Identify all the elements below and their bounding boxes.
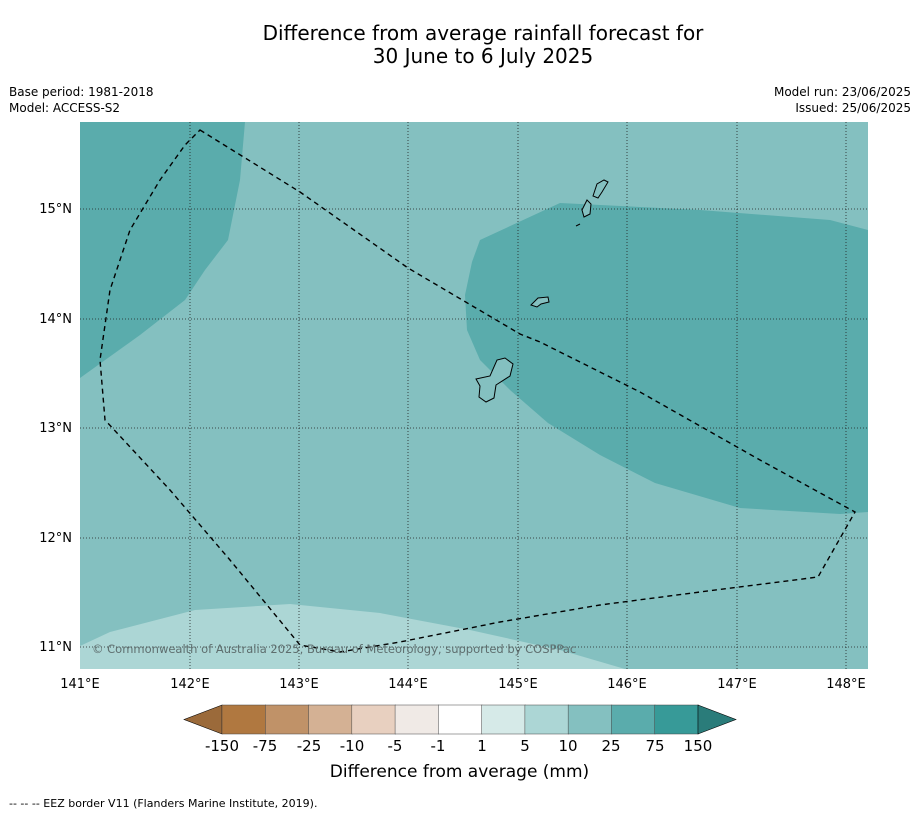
issued-date: Issued: 25/06/2025: [795, 101, 911, 115]
lon-label-141: 141°E: [60, 677, 100, 692]
title-line-1: Difference from average rainfall forecas…: [262, 21, 704, 45]
lat-label-14: 14°N: [39, 312, 72, 327]
latitude-labels: 15°N 14°N 13°N 12°N 11°N: [39, 202, 72, 655]
lon-label-142: 142°E: [170, 677, 210, 692]
colorbar-label: 1: [477, 737, 487, 755]
colorbar-extend-low: [183, 704, 223, 735]
colorbar-label: -75: [252, 737, 278, 755]
lon-label-146: 146°E: [607, 677, 647, 692]
lon-label-147: 147°E: [717, 677, 757, 692]
colorbar-segment: [567, 704, 613, 735]
colorbar-segment: [654, 704, 699, 735]
longitude-labels: 141°E 142°E 143°E 144°E 145°E 146°E 147°…: [60, 677, 866, 692]
eez-border: [99, 129, 856, 653]
island-guam: [475, 357, 514, 403]
colorbar-label: -25: [296, 737, 322, 755]
colorbar-segment: [524, 704, 569, 735]
rainfall-map: © Commonwealth of Australia 2025, Bureau…: [39, 122, 868, 692]
colorbar-segment: [481, 704, 526, 735]
lat-label-15: 15°N: [39, 202, 72, 217]
lat-label-13: 13°N: [39, 421, 72, 436]
copyright-text: © Commonwealth of Australia 2025, Bureau…: [92, 642, 576, 656]
lon-label-144: 144°E: [388, 677, 428, 692]
colorbar: [183, 704, 737, 735]
model-name: Model: ACCESS-S2: [9, 101, 121, 115]
island-rota: [530, 296, 550, 308]
colorbar-label: -150: [204, 737, 240, 755]
field-25-75-east: [465, 203, 868, 514]
colorbar-segment: [394, 704, 440, 735]
lon-label-145: 145°E: [498, 677, 538, 692]
base-period: Base period: 1981-2018: [9, 85, 154, 99]
colorbar-segment: [265, 704, 310, 735]
field-5-10-south: [80, 604, 625, 669]
colorbar-label: -1: [430, 737, 446, 755]
right-metadata: Model run: 23/06/2025 Issued: 25/06/2025: [774, 84, 911, 116]
eez-legend-note: -- -- -- EEZ border V11 (Flanders Marine…: [9, 797, 318, 810]
colorbar-segment: [438, 704, 483, 735]
lon-label-143: 143°E: [279, 677, 319, 692]
model-run: Model run: 23/06/2025: [773, 85, 911, 99]
colorbar-label: 150: [683, 737, 713, 755]
colorbar-segment: [611, 704, 656, 735]
field-25-75-northwest: [80, 122, 245, 378]
title-line-2: 30 June to 6 July 2025: [372, 44, 594, 68]
lat-label-11: 11°N: [39, 640, 72, 655]
colorbar-label: 10: [558, 737, 578, 755]
colorbar-label: -5: [387, 737, 403, 755]
island-tinian: [581, 199, 592, 218]
colorbar-title: Difference from average (mm): [329, 762, 590, 782]
left-metadata: Base period: 1981-2018 Model: ACCESS-S2: [9, 84, 154, 116]
colorbar-label: -10: [339, 737, 365, 755]
map-title: Difference from average rainfall forecas…: [0, 22, 919, 68]
island-saipan: [592, 179, 609, 199]
islands: [475, 179, 609, 403]
colorbar-label: 5: [520, 737, 530, 755]
colorbar-segment: [351, 704, 396, 735]
colorbar-segment: [221, 704, 267, 735]
graticule: [80, 122, 868, 669]
colorbar-label: 75: [645, 737, 665, 755]
colorbar-label: 25: [601, 737, 621, 755]
lat-label-12: 12°N: [39, 531, 72, 546]
island-aguijan: [575, 223, 581, 227]
lon-label-148: 148°E: [826, 677, 866, 692]
colorbar-extend-high: [697, 704, 737, 735]
colorbar-segment: [308, 704, 353, 735]
